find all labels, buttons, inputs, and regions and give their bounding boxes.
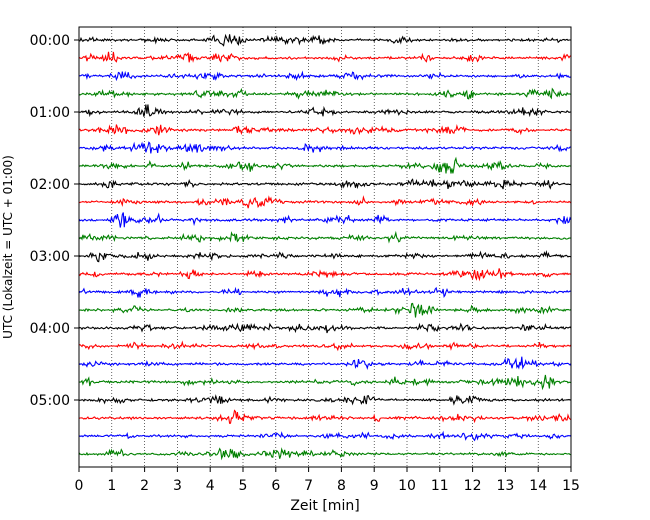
trace-0000 [78, 33, 572, 47]
x-tick-label: 1 [107, 478, 116, 494]
x-tick-label: 13 [496, 478, 514, 494]
trace-0400 [78, 322, 572, 334]
x-tick-label: 5 [239, 478, 248, 494]
x-axis-label: Zeit [min] [290, 498, 359, 514]
y-ticks: 00:00 01:00 02:00 03:00 04:00 05:00 [30, 33, 79, 409]
trace-0030 [79, 70, 572, 82]
y-tick-label: 00:00 [30, 33, 70, 49]
y-tick-label: 05:00 [30, 393, 70, 409]
y-axis-label: UTC (Lokalzeit = UTC + 01:00) [1, 155, 15, 339]
y-tick-label: 02:00 [30, 177, 70, 193]
trace-0215 [78, 195, 572, 209]
trace-0545 [78, 447, 572, 461]
x-tick-label: 7 [304, 478, 313, 494]
x-tick-label: 2 [140, 478, 149, 494]
x-tick-label: 10 [398, 478, 416, 494]
plot-frame [78, 26, 572, 468]
x-tick-label: 0 [75, 478, 84, 494]
trace-0230 [78, 212, 572, 228]
trace-0530 [78, 430, 572, 442]
trace-0330 [78, 286, 572, 298]
trace-0100 [78, 104, 572, 118]
trace-0445 [79, 374, 572, 391]
y-tick-label: 01:00 [30, 105, 70, 121]
trace-0115 [79, 124, 572, 136]
trace-0315 [78, 268, 572, 282]
trace-0500 [78, 394, 572, 406]
trace-0130 [78, 141, 571, 154]
trace-0415 [78, 340, 572, 352]
trace-0345 [78, 302, 572, 318]
traces [78, 33, 572, 461]
trace-0145 [78, 156, 572, 174]
y-tick-label: 04:00 [30, 321, 70, 337]
trace-0245 [78, 230, 572, 244]
x-tick-label: 15 [562, 478, 580, 494]
x-tick-label: 9 [370, 478, 379, 494]
trace-0430 [78, 356, 572, 371]
x-tick-label: 3 [173, 478, 182, 494]
trace-0300 [78, 249, 572, 263]
vertical-grid [111, 27, 539, 467]
x-tick-label: 6 [271, 478, 280, 494]
trace-0045 [78, 87, 572, 100]
x-tick-label: 14 [529, 478, 547, 494]
x-tick-label: 12 [464, 478, 482, 494]
x-tick-label: 4 [206, 478, 215, 494]
trace-0515 [78, 409, 572, 424]
x-ticks: 0 1 2 3 4 5 6 7 8 9 10 11 12 13 14 15 [75, 467, 580, 494]
y-tick-label: 03:00 [30, 249, 70, 265]
x-tick-label: 11 [431, 478, 449, 494]
trace-0015 [78, 51, 572, 63]
trace-0200 [78, 178, 572, 190]
x-tick-label: 8 [337, 478, 346, 494]
